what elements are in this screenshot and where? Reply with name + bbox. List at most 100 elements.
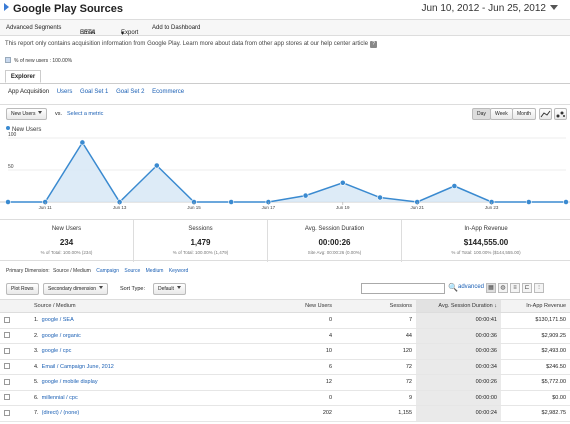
subtab-app-acquisition[interactable]: App Acquisition — [8, 89, 50, 95]
tab-divider — [0, 83, 570, 84]
stat-in-app-revenue: In-App Revenue $144,555.00 % of Total: 1… — [402, 220, 570, 262]
y-tick-label: 50 — [8, 164, 14, 170]
stat-value: $144,555.00 — [463, 238, 509, 247]
week-button[interactable]: Week — [490, 108, 513, 120]
metric-select[interactable]: New Users — [6, 108, 48, 120]
comparison-view-icon[interactable]: ⊏ — [522, 283, 532, 293]
sessions-cell: 44 — [336, 328, 416, 344]
pie-view-icon[interactable]: ◍ — [498, 283, 508, 293]
report-toolbar: Advanced Segments Email BETA Export ▾ Ad… — [0, 19, 570, 37]
month-button[interactable]: Month — [512, 108, 536, 120]
line-chart-icon[interactable] — [539, 108, 552, 120]
col-in-app-revenue[interactable]: In-App Revenue — [501, 299, 570, 313]
row-checkbox[interactable] — [4, 363, 10, 370]
revenue-cell: $246.50 — [501, 359, 570, 375]
source-medium-link[interactable]: google / organic — [41, 332, 81, 339]
col-sessions[interactable]: Sessions — [336, 299, 416, 313]
table-controls: Plot Rows Secondary dimension Sort Type:… — [0, 280, 570, 298]
table-header-row: Source / Medium New Users Sessions Avg. … — [0, 299, 570, 313]
sort-type-value: Default — [158, 286, 174, 292]
duration-cell: 00:00:26 — [416, 374, 501, 391]
data-point — [5, 199, 11, 205]
dimension-campaign[interactable]: Campaign — [96, 268, 119, 274]
day-button[interactable]: Day — [472, 108, 491, 120]
sessions-cell: 1,155 — [336, 405, 416, 422]
chevron-down-icon — [176, 286, 181, 289]
revenue-cell: $2,493.00 — [501, 343, 570, 360]
revenue-cell: $130,171.50 — [501, 312, 570, 329]
row-checkbox[interactable] — [4, 394, 10, 401]
stat-value: 1,479 — [190, 238, 211, 247]
row-checkbox-cell — [0, 374, 30, 391]
date-range-picker[interactable]: Jun 10, 2012 - Jun 25, 2012 — [421, 3, 558, 14]
performance-view-icon[interactable]: ≡ — [510, 283, 520, 293]
sort-arrow-icon: ↓ — [494, 303, 497, 309]
source-medium-link[interactable]: google / SEA — [41, 317, 74, 324]
source-medium-link[interactable]: (direct) / (none) — [41, 410, 80, 417]
source-medium-link[interactable]: Email / Campaign June, 2012 — [41, 363, 114, 370]
subtab-goal-set-1[interactable]: Goal Set 1 — [80, 89, 109, 95]
chevron-down-icon — [550, 5, 558, 10]
row-checkbox[interactable] — [4, 409, 10, 416]
search-icon[interactable]: 🔍 — [448, 283, 458, 292]
plot-rows-button[interactable]: Plot Rows — [6, 283, 39, 295]
row-checkbox-cell — [0, 343, 30, 360]
table-row: 5. google / mobile display 12 72 00:00:26 $5… — [0, 374, 570, 391]
col-source-medium[interactable]: Source / Medium — [30, 299, 230, 313]
data-point — [228, 199, 235, 205]
dimension-medium[interactable]: Medium — [145, 268, 164, 274]
row-checkbox-cell — [0, 390, 30, 406]
sort-type-select[interactable]: Default — [153, 283, 186, 295]
source-medium-cell: 6. millennial / cpc — [30, 390, 230, 406]
dimension-source[interactable]: Source — [124, 268, 141, 274]
motion-chart-icon[interactable] — [554, 108, 567, 120]
segment-color-icon — [5, 57, 11, 63]
legend-dot — [6, 126, 10, 130]
select-metric-link[interactable]: Select a metric — [67, 111, 104, 117]
source-medium-link[interactable]: google / mobile display — [41, 379, 98, 386]
row-checkbox[interactable] — [4, 378, 10, 385]
subtab-ecommerce[interactable]: Ecommerce — [152, 89, 185, 95]
help-icon[interactable]: ? — [370, 41, 378, 48]
col-avg-session-duration[interactable]: Avg. Session Duration ↓ — [416, 299, 501, 313]
pivot-view-icon[interactable]: ⫶ — [534, 283, 544, 293]
page-title-text: Google Play Sources — [13, 3, 124, 15]
advanced-segments-button[interactable]: Advanced Segments — [6, 25, 62, 31]
add-to-dashboard-button[interactable]: Add to Dashboard — [152, 25, 201, 31]
source-medium-link[interactable]: google / cpc — [41, 348, 72, 355]
new-users-cell: 12 — [230, 374, 336, 391]
duration-cell: 00:00:00 — [416, 390, 501, 406]
primary-dimension-bar: Primary Dimension: Source / Medium Campa… — [6, 268, 192, 274]
col-new-users[interactable]: New Users — [230, 299, 336, 313]
row-checkbox[interactable] — [4, 347, 10, 354]
table-row: 6. millennial / cpc 0 9 00:00:00 $0.00 — [0, 390, 570, 406]
row-checkbox[interactable] — [4, 332, 10, 339]
x-tick-label: Jun 23 — [485, 205, 499, 210]
beta-badge: BETA — [80, 30, 96, 36]
duration-cell: 00:00:41 — [416, 312, 501, 329]
stat-new-users: New Users 234 % of Total: 100.00% (234) — [0, 220, 134, 262]
row-checkbox-cell — [0, 405, 30, 422]
table-search-input[interactable] — [361, 283, 445, 294]
line-chart-glyph — [540, 110, 551, 118]
chart-legend: New Users — [6, 126, 41, 133]
x-tick-label: Jun 17 — [262, 205, 276, 210]
source-medium-link[interactable]: millennial / cpc — [41, 394, 78, 401]
source-medium-cell: 4. Email / Campaign June, 2012 — [30, 359, 230, 375]
tab-explorer[interactable]: Explorer — [5, 70, 41, 83]
export-caret-icon: ▾ — [121, 31, 125, 37]
advanced-filter-link[interactable]: advanced — [458, 284, 485, 290]
row-index: 4. — [34, 363, 39, 370]
data-view-icon[interactable]: ▦ — [486, 283, 496, 293]
subtab-users[interactable]: Users — [56, 89, 73, 95]
stat-label: Sessions — [188, 226, 213, 232]
area-fill — [8, 142, 566, 202]
chevron-down-icon — [99, 286, 104, 289]
table-row: 3. google / cpc 10 120 00:00:36 $2,493.00 — [0, 343, 570, 360]
dimension-source-medium[interactable]: Source / Medium — [53, 268, 91, 274]
row-checkbox[interactable] — [4, 316, 10, 323]
secondary-dimension-select[interactable]: Secondary dimension — [43, 283, 109, 295]
sessions-cell: 120 — [336, 343, 416, 360]
subtab-goal-set-2[interactable]: Goal Set 2 — [116, 89, 145, 95]
dimension-keyword[interactable]: Keyword — [168, 268, 189, 274]
